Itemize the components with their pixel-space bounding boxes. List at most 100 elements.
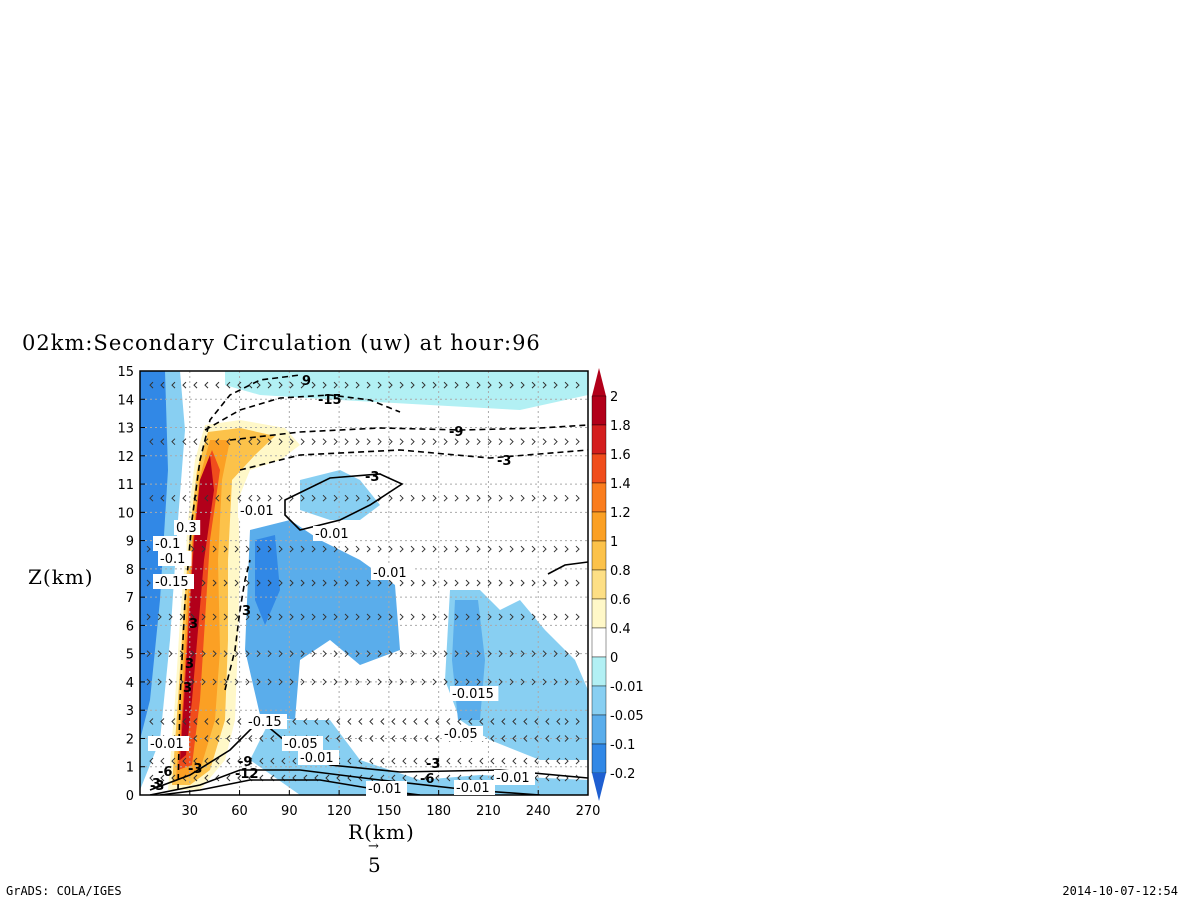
wind-vector bbox=[289, 381, 294, 389]
w-contour-label-bg bbox=[298, 750, 339, 765]
wind-vector bbox=[564, 494, 569, 502]
wind-vector bbox=[300, 613, 305, 621]
wind-vector bbox=[421, 613, 426, 621]
wind-vector bbox=[300, 494, 305, 502]
plot-frame bbox=[139, 370, 589, 796]
wind-vector bbox=[468, 757, 473, 765]
wind-vector bbox=[333, 494, 338, 502]
x-tick-label: 30 bbox=[182, 804, 199, 819]
wind-vector bbox=[553, 613, 558, 621]
wind-vector bbox=[380, 735, 385, 742]
wind-vector bbox=[160, 494, 165, 502]
wind-vector bbox=[366, 613, 371, 621]
wind-vector bbox=[402, 774, 407, 782]
wind-vector bbox=[531, 494, 536, 502]
y-tick-label: 9 bbox=[126, 535, 134, 550]
wind-vector bbox=[245, 579, 250, 587]
wind-vector bbox=[237, 494, 242, 502]
wind-vector bbox=[454, 494, 459, 502]
wind-vector bbox=[259, 735, 264, 742]
wind-vector bbox=[564, 579, 569, 587]
wind-vector bbox=[479, 757, 484, 765]
wind-vector bbox=[289, 650, 294, 658]
wind-vector bbox=[564, 545, 569, 553]
wind-vector bbox=[278, 381, 283, 389]
wind-vector bbox=[531, 579, 536, 587]
wind-vector bbox=[226, 774, 231, 782]
wind-vector bbox=[391, 757, 396, 765]
chart-title: 02km:Secondary Circulation (uw) at hour:… bbox=[22, 331, 541, 355]
w-contour-label: -0.15 bbox=[248, 715, 282, 730]
wind-vector bbox=[402, 718, 407, 725]
wind-vector bbox=[512, 735, 517, 742]
contour-dashed-9 bbox=[229, 424, 588, 441]
wind-vector bbox=[204, 718, 209, 725]
wind-vector bbox=[278, 579, 283, 587]
wind-vector bbox=[168, 613, 173, 621]
wind-vector bbox=[413, 774, 418, 782]
wind-vector bbox=[509, 650, 514, 658]
wind-vector bbox=[399, 438, 404, 446]
y-tick-label: 11 bbox=[117, 478, 134, 493]
wind-vector bbox=[248, 735, 253, 742]
wind-vector bbox=[322, 678, 327, 686]
u-contour-label: -6 bbox=[158, 765, 172, 780]
wind-vector bbox=[237, 757, 242, 765]
wind-vector bbox=[399, 381, 404, 389]
wind-vector bbox=[355, 678, 360, 686]
wind-vector bbox=[553, 650, 558, 658]
wind-vector bbox=[520, 494, 525, 502]
wind-vector bbox=[435, 757, 440, 765]
wind-vector bbox=[501, 718, 506, 725]
wind-vector bbox=[454, 438, 459, 446]
wind-vector bbox=[490, 735, 495, 742]
wind-vector bbox=[366, 545, 371, 553]
w-contour-label-bg bbox=[158, 551, 192, 566]
w-contour-label-bg bbox=[153, 574, 194, 589]
wind-vector bbox=[575, 613, 580, 621]
wind-vector bbox=[498, 650, 503, 658]
wind-vector bbox=[542, 381, 547, 389]
wind-vector bbox=[160, 438, 165, 446]
wind-vector bbox=[223, 678, 228, 686]
colorbar-label: 0.8 bbox=[610, 564, 631, 579]
w-contour-label: -0.05 bbox=[284, 737, 318, 752]
footer-credit: GrADS: COLA/IGES bbox=[6, 884, 122, 898]
w-contour-label-bg bbox=[450, 686, 499, 701]
wind-vector bbox=[377, 650, 382, 658]
y-tick-label: 0 bbox=[126, 789, 134, 804]
wind-vector bbox=[443, 678, 448, 686]
wind-vector bbox=[564, 613, 569, 621]
colorbar-segment bbox=[591, 627, 607, 658]
wind-vector bbox=[267, 438, 272, 446]
y-tick-label: 13 bbox=[117, 422, 134, 437]
wind-vector bbox=[498, 438, 503, 446]
u-contour-label: 3 bbox=[152, 777, 161, 792]
wind-vector bbox=[476, 381, 481, 389]
wind-vector bbox=[278, 650, 283, 658]
wind-vector bbox=[168, 650, 173, 658]
wind-vector bbox=[204, 774, 209, 782]
colorbar-segment bbox=[591, 540, 607, 571]
wind-vector bbox=[344, 650, 349, 658]
wind-vector bbox=[443, 494, 448, 502]
wind-vector bbox=[149, 774, 154, 782]
y-tick-label: 2 bbox=[126, 732, 134, 747]
w-contour-label-bg bbox=[148, 736, 189, 751]
wind-vector bbox=[182, 438, 187, 446]
wind-vector bbox=[556, 718, 561, 725]
u-contour-label: 3 bbox=[185, 657, 194, 672]
colorbar-label: 1.4 bbox=[610, 477, 631, 492]
wind-vector bbox=[542, 613, 547, 621]
wind-vector bbox=[512, 718, 517, 725]
wind-vector bbox=[201, 678, 206, 686]
wind-vector bbox=[171, 757, 176, 765]
wind-vector bbox=[226, 718, 231, 725]
wind-vector bbox=[226, 494, 231, 502]
wind-vector bbox=[333, 579, 338, 587]
wind-vector bbox=[564, 757, 569, 765]
wind-vector bbox=[366, 438, 371, 446]
wind-vector bbox=[366, 579, 371, 587]
wind-vector bbox=[575, 678, 580, 686]
wind-vector bbox=[553, 381, 558, 389]
